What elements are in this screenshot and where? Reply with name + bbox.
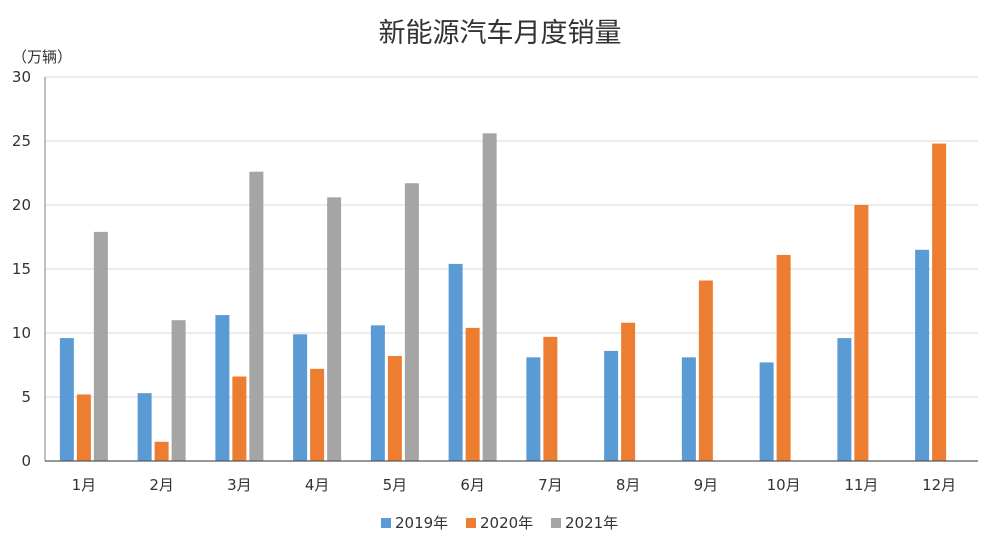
bar	[154, 441, 169, 461]
bar	[604, 350, 619, 461]
x-tick-label: 6月	[460, 476, 485, 494]
x-tick-label: 7月	[538, 476, 563, 494]
x-tick-label: 12月	[922, 476, 956, 494]
legend-label: 2019年	[395, 514, 448, 532]
legend-swatch	[466, 518, 476, 528]
y-tick-label: 10	[12, 324, 31, 342]
bar	[854, 205, 869, 461]
bar	[215, 315, 230, 461]
y-tick-label: 5	[21, 388, 31, 406]
y-tick-label: 20	[12, 196, 31, 214]
bar	[93, 231, 108, 461]
x-tick-label: 10月	[767, 476, 801, 494]
x-tick-label: 5月	[383, 476, 408, 494]
bar	[137, 393, 152, 461]
bar	[526, 357, 541, 461]
legend: 2019年 2020年 2021年	[381, 514, 618, 532]
bar	[448, 263, 463, 461]
bar	[543, 336, 558, 461]
bar	[293, 334, 308, 461]
axes: 0 5 10 15 20 25 30 1月 2月 3月 4月 5月 6月 7月 8月 9月 10月 11月 12月	[12, 68, 978, 494]
y-tick-label: 30	[12, 68, 31, 86]
legend-swatch	[381, 518, 391, 528]
y-tick-label: 25	[12, 132, 31, 150]
x-tick-label: 4月	[305, 476, 330, 494]
legend-label: 2021年	[565, 514, 618, 532]
x-tick-label: 2月	[149, 476, 174, 494]
chart-title: 新能源汽车月度销量	[379, 18, 622, 49]
y-axis-unit-label: （万辆）	[12, 48, 72, 66]
bar	[76, 394, 91, 461]
grid-lines	[45, 76, 978, 398]
bar	[915, 249, 930, 461]
x-tick-label: 1月	[72, 476, 97, 494]
bar	[327, 197, 342, 461]
x-tick-label: 11月	[844, 476, 878, 494]
bar	[465, 327, 480, 461]
bar	[310, 368, 325, 461]
bar	[482, 133, 497, 461]
bar	[404, 183, 419, 462]
legend-label: 2020年	[480, 514, 533, 532]
bar	[249, 171, 264, 461]
bar	[776, 254, 791, 461]
bar	[387, 356, 402, 461]
bar	[171, 320, 186, 461]
bar	[59, 338, 74, 461]
bar	[932, 143, 947, 461]
bars	[59, 133, 947, 462]
bar	[621, 322, 636, 461]
x-tick-label: 8月	[616, 476, 641, 494]
bar	[232, 376, 247, 461]
legend-swatch	[551, 518, 561, 528]
bar	[837, 338, 852, 461]
bar	[681, 357, 696, 461]
y-tick-label: 0	[21, 452, 31, 470]
bar	[759, 362, 774, 461]
x-tick-label: 3月	[227, 476, 252, 494]
y-tick-label: 15	[12, 260, 31, 278]
bar	[698, 280, 713, 461]
bar	[370, 325, 385, 461]
x-tick-label: 9月	[694, 476, 719, 494]
